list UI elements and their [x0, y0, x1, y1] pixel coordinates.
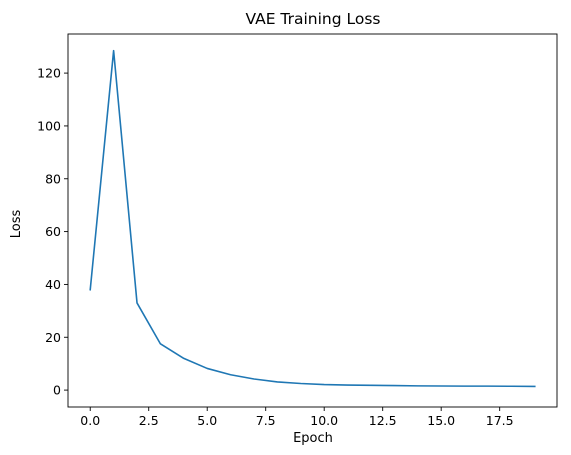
y-tick-label: 40	[45, 277, 61, 292]
y-tick-label: 0	[53, 383, 61, 398]
y-axis-label: Loss	[9, 210, 24, 239]
chart-title: VAE Training Loss	[245, 10, 380, 28]
y-tick-label: 100	[37, 118, 61, 133]
x-tick-label: 5.0	[197, 413, 217, 428]
series-line	[89, 49, 536, 388]
x-axis-label: Epoch	[293, 431, 333, 446]
x-tick-label: 7.5	[256, 413, 276, 428]
y-tick-label: 120	[37, 66, 61, 81]
x-tick-label: 15.0	[427, 413, 455, 428]
x-tick-label: 0.0	[80, 413, 100, 428]
y-tick-label: 20	[45, 330, 61, 345]
x-tick-label: 10.0	[310, 413, 338, 428]
axes-frame	[67, 33, 558, 408]
y-tick-label: 60	[45, 224, 61, 239]
x-tick-label: 12.5	[369, 413, 397, 428]
x-tick-label: 2.5	[139, 413, 159, 428]
y-tick-label: 80	[45, 171, 61, 186]
plot-area: 0.0 2.5 5.0 7.5 10.0 12.5 15.0 17.5 0 20 40 60 80 100…	[37, 33, 558, 428]
x-tick-label: 17.5	[486, 413, 514, 428]
